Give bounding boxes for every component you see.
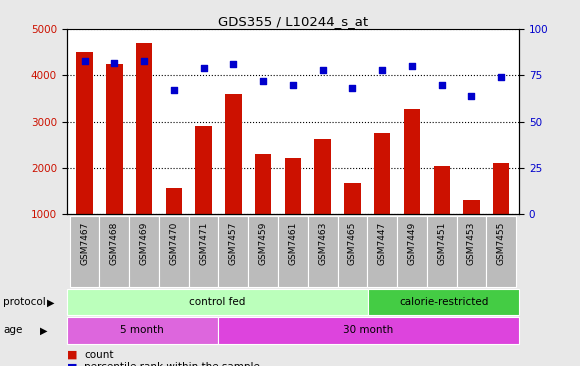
Text: count: count: [84, 350, 114, 360]
Bar: [338, 216, 367, 287]
Bar: [248, 216, 278, 287]
Text: GSM7453: GSM7453: [467, 222, 476, 265]
Point: [378, 67, 387, 73]
Text: control fed: control fed: [189, 297, 246, 307]
Text: age: age: [3, 325, 22, 336]
Bar: [456, 216, 487, 287]
Text: 5 month: 5 month: [120, 325, 164, 336]
Point: [348, 86, 357, 92]
Text: GSM7469: GSM7469: [140, 222, 148, 265]
Bar: [368, 289, 519, 315]
Bar: [308, 216, 338, 287]
Bar: [129, 216, 159, 287]
Text: ■: ■: [67, 362, 77, 366]
Point: [169, 87, 179, 93]
Text: 30 month: 30 month: [343, 325, 393, 336]
Bar: [255, 154, 271, 260]
Text: GSM7455: GSM7455: [496, 222, 506, 265]
Text: GSM7465: GSM7465: [348, 222, 357, 265]
Bar: [106, 64, 122, 260]
Bar: [285, 158, 301, 260]
Text: ▶: ▶: [48, 297, 55, 307]
Bar: [225, 94, 241, 260]
Bar: [136, 43, 153, 260]
Bar: [188, 216, 219, 287]
Point: [437, 82, 447, 88]
Point: [288, 82, 298, 88]
Text: GSM7467: GSM7467: [80, 222, 89, 265]
Point: [407, 63, 416, 69]
Point: [229, 61, 238, 67]
Bar: [159, 216, 188, 287]
Text: GSM7463: GSM7463: [318, 222, 327, 265]
Bar: [218, 317, 519, 344]
Text: calorie-restricted: calorie-restricted: [399, 297, 488, 307]
Bar: [493, 163, 509, 260]
Point: [80, 58, 89, 64]
Text: GSM7470: GSM7470: [169, 222, 178, 265]
Text: GSM7449: GSM7449: [408, 222, 416, 265]
Bar: [367, 216, 397, 287]
Bar: [314, 139, 331, 260]
Text: GSM7447: GSM7447: [378, 222, 387, 265]
Bar: [70, 216, 99, 287]
Point: [110, 60, 119, 66]
Text: GSM7451: GSM7451: [437, 222, 446, 265]
Text: protocol: protocol: [3, 297, 46, 307]
Bar: [77, 52, 93, 260]
Bar: [433, 165, 450, 260]
Bar: [487, 216, 516, 287]
Bar: [404, 109, 420, 260]
Bar: [67, 317, 218, 344]
Bar: [374, 133, 390, 260]
Bar: [463, 200, 480, 260]
Bar: [278, 216, 308, 287]
Text: GSM7459: GSM7459: [259, 222, 267, 265]
Point: [318, 67, 327, 73]
Text: GSM7468: GSM7468: [110, 222, 119, 265]
Bar: [219, 216, 248, 287]
Text: GSM7471: GSM7471: [199, 222, 208, 265]
Bar: [195, 126, 212, 260]
Point: [139, 58, 148, 64]
Text: GSM7457: GSM7457: [229, 222, 238, 265]
Text: ▶: ▶: [40, 325, 47, 336]
Bar: [345, 183, 361, 260]
Text: GSM7461: GSM7461: [288, 222, 298, 265]
Point: [496, 74, 506, 80]
Point: [199, 65, 208, 71]
Bar: [397, 216, 427, 287]
Bar: [99, 216, 129, 287]
Text: percentile rank within the sample: percentile rank within the sample: [84, 362, 260, 366]
Point: [467, 93, 476, 99]
Bar: [67, 289, 368, 315]
Bar: [166, 188, 182, 260]
Title: GDS355 / L10244_s_at: GDS355 / L10244_s_at: [218, 15, 368, 28]
Bar: [427, 216, 456, 287]
Text: ■: ■: [67, 350, 77, 360]
Point: [259, 78, 268, 84]
